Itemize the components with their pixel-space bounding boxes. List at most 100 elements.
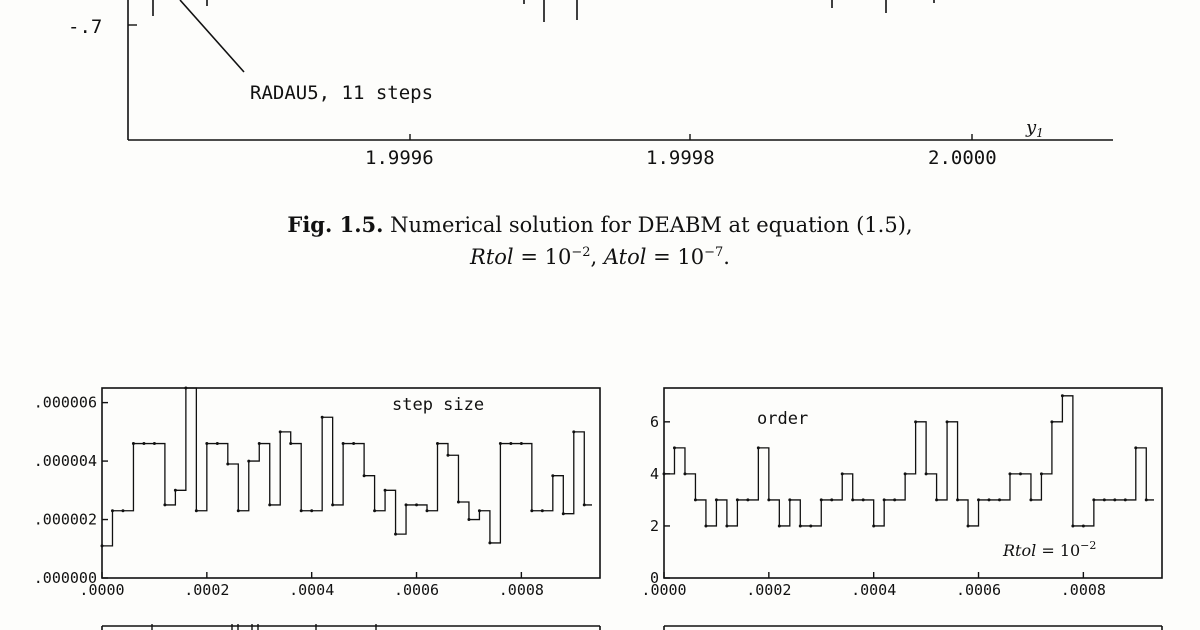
step-size-y-tick-label: .000006 [34,394,97,412]
step-size-data-point [289,442,293,446]
order-data-point [1050,420,1054,424]
order-data-point [830,498,834,502]
step-size-data-point [435,442,439,446]
order-data-point [788,498,792,502]
step-size-data-point [498,442,502,446]
order-data-point [1092,498,1096,502]
step-size-data-point [509,442,513,446]
step-size-data-point [299,509,303,513]
order-data-point [956,498,960,502]
step-size-data-point [467,518,471,522]
top-figure-solution-spikes [152,0,935,22]
order-data-point [840,472,844,476]
step-size-data-point [561,512,565,516]
step-size-x-tick-label: .0004 [289,581,334,599]
order-data-point [987,498,991,502]
order-data-point [903,472,907,476]
order-data-point [1081,524,1085,528]
step-size-x-tick-label: .0002 [184,581,229,599]
step-size-data-point [320,415,324,419]
top-figure-x-tick-label: 2.0000 [928,147,997,169]
step-size-data-point [310,509,314,513]
step-size-data-point [362,474,366,478]
order-data-point [1134,446,1138,450]
step-size-y-tick-label: .000000 [34,569,97,587]
caption-text: Numerical solution for DEABM at equation… [390,213,913,237]
step-size-data-point [373,509,377,513]
step-size-data-point [278,430,282,434]
order-data-point [861,498,865,502]
step-size-data-point [110,509,114,513]
order-rtol-exponent: −2 [1080,539,1096,552]
top-figure-x-label-subscript: 1 [1036,126,1044,140]
order-series [664,395,1154,527]
order-data-point [851,498,855,502]
order-data-point [1113,498,1117,502]
step-size-data-point [131,442,135,446]
step-size-data-point [551,474,555,478]
order-data-point [662,472,666,476]
caption-rtol-value: = 10 [513,245,572,269]
step-size-series [102,387,592,547]
order-rtol-annotation: Rtol = 10−2 [1002,539,1096,560]
order-data-point [809,524,813,528]
step-size-data-point [540,509,544,513]
caption-rtol-name: Rtol [470,245,514,269]
order-data-point [1029,498,1033,502]
step-size-data-point [247,459,251,463]
next-row-plots-cropped [101,624,1163,630]
order-data-point [924,472,928,476]
order-data-point [893,498,897,502]
order-data-point [882,498,886,502]
order-data-point [756,446,760,450]
order-y-tick-label: 2 [650,517,659,535]
caption-atol-value: = 10 [646,245,705,269]
step-size-data-point [121,509,125,513]
step-size-data-point [184,386,188,390]
order-data-point [704,524,708,528]
order-data-point [714,498,718,502]
step-size-x-tick-label: .0008 [499,581,544,599]
step-size-data-point [383,488,387,492]
order-data-point [1123,498,1127,502]
order-data-point [1018,472,1022,476]
order-data-point [777,524,781,528]
order-data-point [966,524,970,528]
step-size-data-point [572,430,576,434]
order-y-tick-label: 6 [650,413,659,431]
annotation-pointer [179,0,245,73]
order-data-point [725,524,729,528]
step-size-data-point [404,503,408,507]
order-data-point [1060,394,1064,398]
top-figure-y-tick-label: -.7 [68,16,102,38]
step-size-data-point [152,442,156,446]
step-size-data-point [194,509,198,513]
step-size-data-point [519,442,523,446]
step-size-data-point [205,442,209,446]
caption-end: . [723,245,730,269]
step-size-x-tick-label: .0000 [79,581,124,599]
order-data-point [798,524,802,528]
radau-annotation: RADAU5, 11 steps [250,82,433,104]
order-data-point [693,498,697,502]
step-size-data-point [236,509,240,513]
step-size-chart: .0000 .0002 .0004 .0006 .0008 .000000 .000002.… [34,386,601,599]
order-data-point [914,420,918,424]
order-data-point [997,498,1001,502]
caption-atol-name: Atol [603,245,647,269]
order-x-tick-label: .0006 [956,581,1001,599]
step-size-data-point [100,544,104,548]
step-size-data-point [268,503,272,507]
top-figure: -.7 1.9996 1.9998 2.0000 y1 RADAU5, 11 s… [68,0,1113,169]
order-data-point [872,524,876,528]
order-data-point [767,498,771,502]
step-size-data-point [341,442,345,446]
order-data-point [1008,472,1012,476]
order-data-point [1039,472,1043,476]
step-size-data-point [257,442,261,446]
order-data-point [746,498,750,502]
order-chart: .0000 .0002 .0004 .0006 .0008 0 2 4 6 order Rtol… [641,387,1163,599]
caption-separator: , [590,245,604,269]
order-data-point [935,498,939,502]
